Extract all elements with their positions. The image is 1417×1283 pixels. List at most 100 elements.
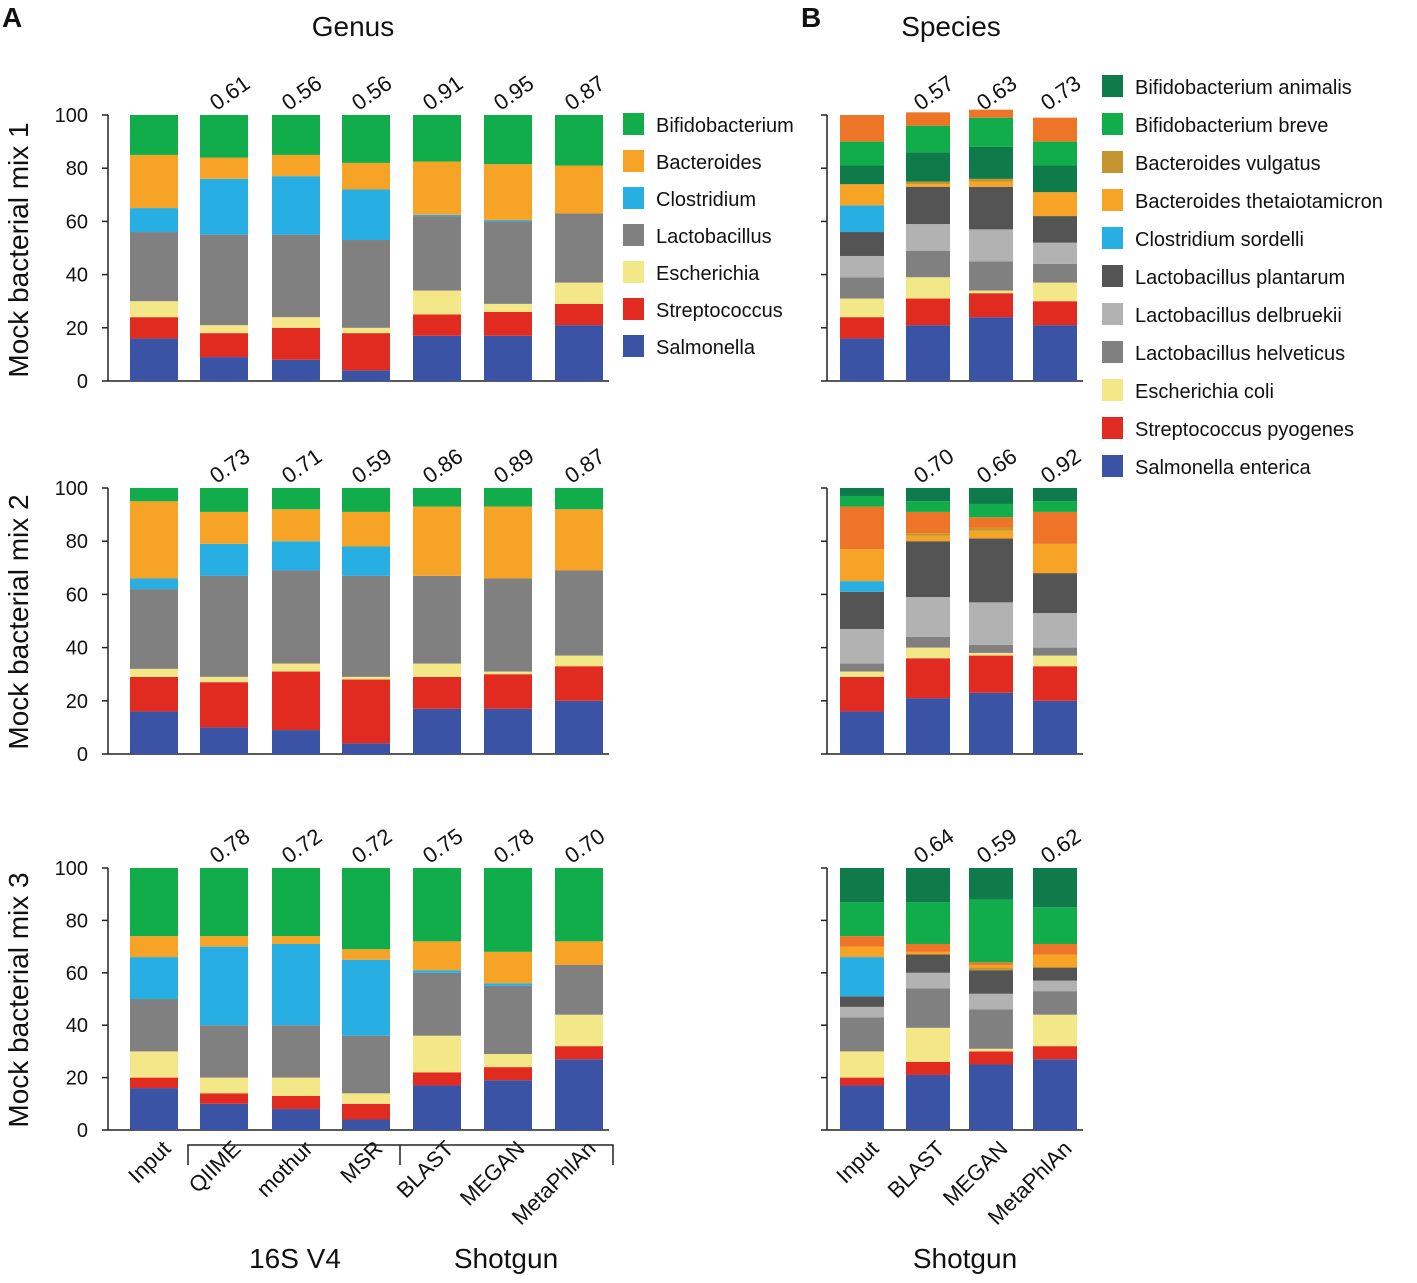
genus-mix3-bar-blast-escherichia xyxy=(413,1035,461,1073)
species-mix2-bar-blast-bifidobacterium-breve xyxy=(906,501,950,512)
genus-legend-label-lactobacillus: Lactobacillus xyxy=(656,226,772,248)
genus-mix1-bar-qiime-bifidobacterium xyxy=(200,115,248,158)
genus-mix3-bar-mothur-lactobacillus xyxy=(272,1025,320,1078)
genus-mix1-bar-mothur-lactobacillus xyxy=(272,234,320,318)
species-mix2-score-blast: 0.70 xyxy=(909,443,958,488)
species-mix2-bar-input-lactobacillus-plantarum xyxy=(840,591,884,629)
species-mix2-score-megan: 0.66 xyxy=(972,443,1021,488)
genus-mix2-bar-qiime-lactobacillus xyxy=(200,575,248,677)
genus-mix3-bar-metaphlan-bifidobacterium xyxy=(555,868,603,942)
genus-mix3-bar-megan-salmonella xyxy=(484,1080,532,1130)
genus-mix3-bar-msr-salmonella xyxy=(342,1119,390,1130)
species-legend-swatch-lactobacillus-plantarum xyxy=(1102,265,1123,287)
species-mix1-bar-input-lactobacillus-helveticus xyxy=(840,277,884,299)
genus-mix1-bar-input-streptococcus xyxy=(130,317,178,339)
species-mix2-bar-metaphlan-bifidobacterium-breve xyxy=(1033,501,1077,512)
species-mix3-score-megan: 0.59 xyxy=(972,823,1021,868)
species-mix3-bar-blast-streptococcus-pyogenes xyxy=(906,1061,950,1075)
genus-mix2-y-tick-label-20: 20 xyxy=(66,691,88,713)
genus-mix2-score-blast: 0.86 xyxy=(418,443,467,488)
species-mix1-bar-megan-escherichia-coli xyxy=(969,290,1013,294)
genus-mix3-bar-blast-salmonella xyxy=(413,1085,461,1130)
genus-mix3-bar-megan-clostridium xyxy=(484,983,532,986)
panel-b-title: Species xyxy=(901,11,1001,42)
genus-mix1-score-metaphlan: 0.87 xyxy=(560,70,609,115)
species-mix3-bar-input-salmonella-enterica xyxy=(840,1085,884,1130)
species-mix2-bar-input-clostridium-sordelli xyxy=(840,581,884,592)
genus-mix2-bar-input-bacteroides xyxy=(130,501,178,579)
genus-mix2-score-megan: 0.89 xyxy=(489,443,538,488)
genus-mix1-bar-blast-lactobacillus xyxy=(413,216,461,291)
genus-mix3-bar-msr-bifidobacterium xyxy=(342,868,390,950)
species-mix1-bar-input-bifidobacterium-animalis xyxy=(840,165,884,185)
genus-mix1-score-megan: 0.95 xyxy=(489,70,538,115)
genus-mix2-bar-input-lactobacillus xyxy=(130,589,178,669)
species-mix3-bar-blast-lactobacillus-helveticus xyxy=(906,988,950,1028)
genus-mix1-y-tick-label-40: 40 xyxy=(66,265,88,287)
genus-mix1-y-tick-label-60: 60 xyxy=(66,211,88,233)
species-mix1-bar-blast-lactobacillus-helveticus xyxy=(906,250,950,278)
species-mix1-bar-blast-escherichia-coli xyxy=(906,277,950,299)
species-mix3-bar-blast-bifidobacterium-breve xyxy=(906,902,950,944)
species-mix1-bar-blast-streptococcus-pyogenes xyxy=(906,298,950,326)
genus-mix1-bar-input-bacteroides xyxy=(130,154,178,209)
genus-mix3-bar-mothur-salmonella xyxy=(272,1109,320,1130)
species-legend-swatch-bacteroides-thetaiotamicron xyxy=(1102,189,1123,211)
species-legend-label-escherichia-coli: Escherichia coli xyxy=(1135,381,1274,403)
species-mix1-score-blast: 0.57 xyxy=(909,70,958,115)
species-mix2-bar-input-salmonella-enterica xyxy=(840,711,884,754)
genus-legend-swatch-bacteroides xyxy=(623,150,644,172)
species-mix1-bar-metaphlan-escherichia-coli xyxy=(1033,282,1077,302)
species-legend-label-bifidobacterium-breve: Bifidobacterium breve xyxy=(1135,115,1328,137)
genus-mix1-score-msr: 0.56 xyxy=(347,70,396,115)
genus-mix2-score-metaphlan: 0.87 xyxy=(560,443,609,488)
species-legend-label-clostridium-sordelli: Clostridium sordelli xyxy=(1135,229,1304,251)
species-mix1-bar-metaphlan-bifidobacterium-animalis xyxy=(1033,165,1077,193)
species-mix2-bar-metaphlan-lactobacillus-helveticus xyxy=(1033,647,1077,656)
species-mix1-bar-metaphlan-lactobacillus-helveticus xyxy=(1033,263,1077,283)
genus-legend-swatch-bifidobacterium xyxy=(623,113,644,135)
species-mix3-bar-metaphlan-lactobacillus-helveticus xyxy=(1033,991,1077,1015)
species-mix3-bar-input-bifidobacterium-animalis xyxy=(840,868,884,903)
genus-mix3-score-msr: 0.72 xyxy=(347,823,396,868)
genus-mix3-score-blast: 0.75 xyxy=(418,823,467,868)
genus-mix2-bar-qiime-escherichia xyxy=(200,676,248,683)
genus-mix3-bar-metaphlan-salmonella xyxy=(555,1059,603,1130)
species-legend-swatch-streptococcus-pyogenes xyxy=(1102,417,1123,439)
species-mix2-bar-input-bifidobacterium-breve xyxy=(840,495,884,507)
genus-mix3-y-tick-label-40: 40 xyxy=(66,1015,88,1037)
genus-mix3-bar-qiime-bacteroides xyxy=(200,936,248,947)
genus-mix1-score-blast: 0.91 xyxy=(418,70,467,115)
genus-mix2-bar-blast-escherichia xyxy=(413,663,461,677)
species-legend-swatch-escherichia-coli xyxy=(1102,379,1123,401)
species-mix3-bar-input-lactobacillus-helveticus xyxy=(840,1017,884,1052)
genus-mix3-bar-input-lactobacillus xyxy=(130,999,178,1052)
species-mix3-bar-megan-bacteroides-orange xyxy=(969,962,1013,965)
species-mix2-bar-input-streptococcus-pyogenes xyxy=(840,676,884,712)
genus-mix3-y-tick-label-80: 80 xyxy=(66,910,88,932)
panel-a-title: Genus xyxy=(312,11,395,42)
genus-mix1-bar-mothur-streptococcus xyxy=(272,327,320,360)
genus-mix2-bar-blast-bifidobacterium xyxy=(413,488,461,507)
genus-x-axis-labels-mothur: mothur xyxy=(251,1136,317,1202)
species-mix1-bar-blast-bacteroides-vulgatus xyxy=(906,181,950,185)
species-mix3-bar-metaphlan-lactobacillus-delbruekii xyxy=(1033,980,1077,992)
species-mix3-score-metaphlan: 0.62 xyxy=(1036,823,1085,868)
genus-mix1-bar-input-salmonella xyxy=(130,338,178,381)
row-label-mix-2: Mock bacterial mix 2 xyxy=(3,494,34,749)
genus-legend-label-bifidobacterium: Bifidobacterium xyxy=(656,115,794,137)
genus-mix3-bar-megan-streptococcus xyxy=(484,1067,532,1081)
species-mix1-bar-megan-bacteroides-thetaiotamicron xyxy=(969,181,1013,187)
species-mix3-bar-megan-lactobacillus-plantarum xyxy=(969,970,1013,994)
genus-mix2-bar-msr-salmonella xyxy=(342,743,390,754)
species-mix2-bar-megan-bacteroides-orange xyxy=(969,517,1013,528)
group-label-16s-v4: 16S V4 xyxy=(249,1243,341,1274)
species-mix3-bar-blast-escherichia-coli xyxy=(906,1027,950,1062)
species-mix3-bar-metaphlan-bifidobacterium-breve xyxy=(1033,907,1077,944)
species-mix1-bar-megan-lactobacillus-delbruekii xyxy=(969,229,1013,262)
species-mix1-bar-blast-bifidobacterium-breve xyxy=(906,125,950,153)
genus-mix1-bar-input-bifidobacterium xyxy=(130,115,178,155)
genus-mix3-bar-blast-clostridium xyxy=(413,970,461,973)
genus-mix1-bar-blast-salmonella xyxy=(413,335,461,381)
